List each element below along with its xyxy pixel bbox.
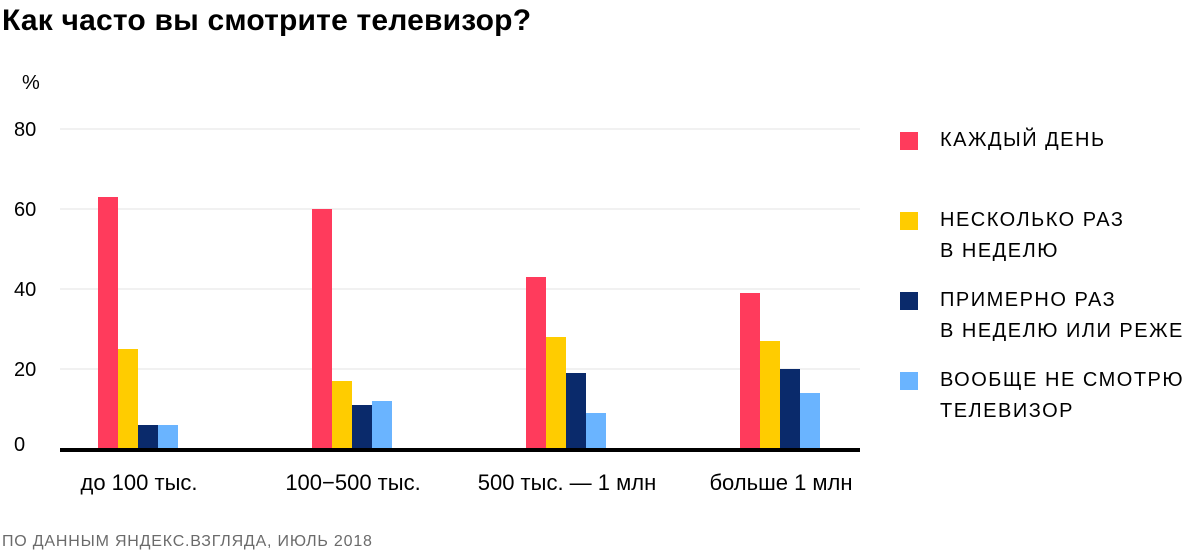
legend-swatch-never xyxy=(900,372,918,390)
legend-item-never: ВООБЩЕ НЕ СМОТРЮ ТЕЛЕВИЗОР xyxy=(900,369,1184,427)
bar-cat2-series2 xyxy=(566,373,586,449)
bar-cat2-series1 xyxy=(546,337,566,449)
y-tick-label-20: 20 xyxy=(14,359,36,381)
bar-cat2-series3 xyxy=(586,413,606,449)
y-tick-label-0: 0 xyxy=(14,434,25,456)
x-axis-baseline xyxy=(60,448,860,452)
bar-cat0-series1 xyxy=(118,349,138,449)
bar-cat3-series2 xyxy=(780,369,800,449)
legend-item-weekly-or-less: ПРИМЕРНО РАЗ В НЕДЕЛЮ ИЛИ РЕЖЕ xyxy=(900,289,1184,347)
y-tick-label-80: 80 xyxy=(14,119,36,141)
legend-label-daily: КАЖДЫЙ ДЕНЬ xyxy=(940,129,1106,151)
source-note: ПО ДАННЫМ ЯНДЕКС.ВЗГЛЯДА, ИЮЛЬ 2018 xyxy=(2,533,373,550)
legend-label-never: ВООБЩЕ НЕ СМОТРЮ ТЕЛЕВИЗОР xyxy=(940,369,1185,422)
legend-label-weekly-or-less: ПРИМЕРНО РАЗ В НЕДЕЛЮ ИЛИ РЕЖЕ xyxy=(940,289,1184,342)
legend-item-daily: КАЖДЫЙ ДЕНЬ xyxy=(900,129,1106,156)
bar-cat3-series0 xyxy=(740,293,760,449)
legend-swatch-several-times-week xyxy=(900,212,918,230)
bar-cat2-series0 xyxy=(526,277,546,449)
legend-swatch-weekly-or-less xyxy=(900,292,918,310)
x-tick-label-2: 500 тыс. — 1 млн xyxy=(478,470,657,495)
bar-cat3-series1 xyxy=(760,341,780,449)
x-tick-label-0: до 100 тыс. xyxy=(80,470,197,495)
bar-cat0-series3 xyxy=(158,425,178,449)
x-tick-label-3: больше 1 млн xyxy=(709,470,852,495)
bar-chart: 0 20 40 60 80 до 100 тыс. 100−500 тыс. 500 тыс.… xyxy=(14,119,860,495)
page-title: Как часто вы смотрите телевизор? xyxy=(2,4,532,37)
bar-cat0-series0 xyxy=(98,197,118,449)
x-tick-label-1: 100−500 тыс. xyxy=(285,470,420,495)
bar-cat1-series0 xyxy=(312,209,332,449)
legend-label-several-times-week: НЕСКОЛЬКО РАЗ В НЕДЕЛЮ xyxy=(940,209,1125,262)
bar-cat1-series2 xyxy=(352,405,372,449)
bar-cat1-series1 xyxy=(332,381,352,449)
legend-item-several-times-week: НЕСКОЛЬКО РАЗ В НЕДЕЛЮ xyxy=(900,209,1124,267)
y-tick-label-60: 60 xyxy=(14,199,36,221)
bar-cat3-series3 xyxy=(800,393,820,449)
bar-cat1-series3 xyxy=(372,401,392,449)
legend-swatch-daily xyxy=(900,132,918,150)
y-tick-label-40: 40 xyxy=(14,279,36,301)
y-axis-unit-label: % xyxy=(22,72,40,94)
bar-cat0-series2 xyxy=(138,425,158,449)
